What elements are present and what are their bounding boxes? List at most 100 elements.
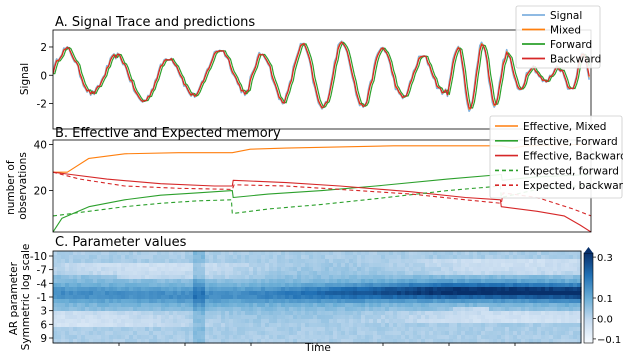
heatmap-cell: [425, 271, 430, 276]
heatmap-cell: [285, 339, 290, 344]
heatmap-cell: [77, 263, 82, 268]
heatmap-cell: [425, 323, 430, 328]
heatmap-cell: [509, 307, 514, 312]
heatmap-cell: [473, 303, 478, 308]
heatmap-cell: [153, 319, 158, 324]
heatmap-cell: [237, 339, 242, 344]
heatmap-cell: [357, 271, 362, 276]
heatmap-cell: [341, 319, 346, 324]
heatmap-cell: [381, 255, 386, 260]
heatmap-cell: [461, 259, 466, 264]
heatmap-cell: [345, 275, 350, 280]
heatmap-cell: [53, 323, 58, 328]
heatmap-cell: [161, 255, 166, 260]
heatmap-cell: [241, 291, 246, 296]
heatmap-cell: [497, 255, 502, 260]
heatmap-cell: [257, 287, 262, 292]
heatmap-cell: [373, 291, 378, 296]
heatmap-cell: [577, 299, 582, 304]
heatmap-cell: [97, 259, 102, 264]
heatmap-cell: [321, 299, 326, 304]
heatmap-cell: [169, 279, 174, 284]
heatmap-cell: [353, 255, 358, 260]
heatmap-cell: [549, 295, 554, 300]
colorbar-tick-label: −0.1: [597, 335, 621, 346]
heatmap-cell: [297, 339, 302, 344]
heatmap-cell: [105, 279, 110, 284]
heatmap-cell: [489, 315, 494, 320]
heatmap-cell: [213, 283, 218, 288]
heatmap-cell: [201, 327, 206, 332]
heatmap-cell: [113, 275, 118, 280]
heatmap-cell: [65, 255, 70, 260]
heatmap-cell: [573, 279, 578, 284]
heatmap-cell: [349, 251, 354, 256]
heatmap-cell: [301, 319, 306, 324]
heatmap-cell: [157, 263, 162, 268]
heatmap-cell: [405, 283, 410, 288]
heatmap-cell: [281, 311, 286, 316]
heatmap-cell: [209, 291, 214, 296]
heatmap-cell: [449, 323, 454, 328]
heatmap-cell: [413, 331, 418, 336]
heatmap-cell: [77, 259, 82, 264]
heatmap-cell: [369, 307, 374, 312]
heatmap-cell: [89, 339, 94, 344]
heatmap-cell: [545, 259, 550, 264]
heatmap-cell: [293, 331, 298, 336]
heatmap-cell: [213, 287, 218, 292]
heatmap-cell: [357, 339, 362, 344]
heatmap-cell: [181, 255, 186, 260]
heatmap-cell: [281, 283, 286, 288]
heatmap-cell: [129, 307, 134, 312]
heatmap-cell: [445, 255, 450, 260]
heatmap-cell: [561, 275, 566, 280]
heatmap-cell: [457, 323, 462, 328]
colorbar-ticks: 0.30.10.0−0.1: [593, 253, 621, 346]
heatmap-cell: [233, 303, 238, 308]
heatmap-cell: [241, 323, 246, 328]
heatmap-cell: [229, 267, 234, 272]
heatmap-cell: [77, 339, 82, 344]
heatmap-cell: [437, 279, 442, 284]
heatmap-cell: [145, 327, 150, 332]
heatmap-cell: [317, 287, 322, 292]
heatmap-cell: [117, 315, 122, 320]
heatmap-cell: [401, 311, 406, 316]
heatmap-cell: [329, 279, 334, 284]
heatmap-cell: [421, 267, 426, 272]
heatmap-cell: [81, 331, 86, 336]
heatmap-cell: [281, 287, 286, 292]
heatmap-cell: [73, 331, 78, 336]
heatmap-cell: [477, 283, 482, 288]
heatmap-cell: [569, 259, 574, 264]
heatmap-cell: [549, 275, 554, 280]
heatmap-cell: [261, 307, 266, 312]
heatmap-cell: [189, 275, 194, 280]
heatmap-cell: [561, 327, 566, 332]
heatmap-cell: [449, 263, 454, 268]
heatmap-cell: [457, 287, 462, 292]
heatmap-cell: [169, 335, 174, 340]
heatmap-cell: [365, 311, 370, 316]
heatmap-cell: [177, 331, 182, 336]
heatmap-cell: [157, 299, 162, 304]
heatmap-cell: [397, 295, 402, 300]
heatmap-cell: [53, 271, 58, 276]
heatmap-cell: [97, 291, 102, 296]
heatmap-cell: [341, 303, 346, 308]
heatmap-cell: [113, 283, 118, 288]
heatmap-cell: [325, 323, 330, 328]
heatmap-cell: [97, 335, 102, 340]
heatmap-cell: [413, 335, 418, 340]
heatmap-cell: [569, 251, 574, 256]
heatmap-cell: [193, 271, 198, 276]
heatmap-cell: [405, 271, 410, 276]
heatmap-cell: [405, 339, 410, 344]
heatmap-cell: [509, 339, 514, 344]
heatmap-cell: [313, 259, 318, 264]
heatmap-cell: [301, 275, 306, 280]
heatmap-cell: [361, 279, 366, 284]
heatmap-cell: [101, 295, 106, 300]
heatmap-cell: [221, 311, 226, 316]
